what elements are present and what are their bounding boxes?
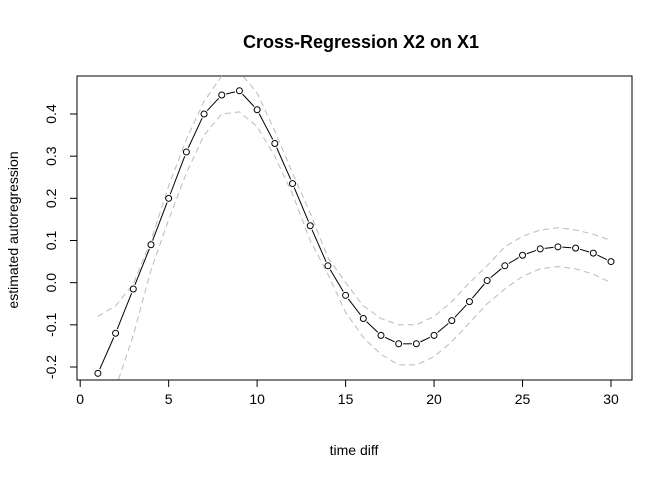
estimate-point — [289, 180, 297, 188]
estimate-segment — [366, 321, 379, 333]
y-tick-label: 0.0 — [43, 273, 59, 293]
y-axis-label: estimated autoregression — [5, 151, 21, 308]
estimate-point — [147, 241, 155, 249]
estimate-segment — [347, 298, 361, 316]
estimate-segment — [99, 337, 115, 370]
x-tick-label: 25 — [515, 391, 531, 407]
x-tick-label: 5 — [165, 391, 173, 407]
chart-title: Cross-Regression X2 on X1 — [243, 32, 479, 52]
estimate-point — [112, 329, 120, 337]
estimate-segment — [276, 147, 292, 180]
estimate-point — [253, 106, 261, 114]
estimate-segment — [152, 202, 168, 241]
estimate-point — [182, 148, 190, 156]
estimate-segment — [490, 268, 502, 279]
estimate-segment — [597, 254, 608, 261]
x-axis-label: time diff — [330, 442, 379, 458]
estimate-segment — [562, 246, 572, 249]
estimate-point — [572, 244, 580, 252]
estimate-point — [94, 369, 102, 377]
estimate-point — [519, 251, 527, 259]
x-tick-label: 10 — [249, 391, 265, 407]
estimate-point — [412, 340, 420, 348]
estimate-segment — [311, 229, 327, 262]
y-tick-label: 0.3 — [43, 146, 59, 166]
estimate-segment — [437, 323, 449, 333]
estimate-point — [342, 291, 350, 299]
estimate-point — [165, 194, 173, 202]
estimate-point — [483, 277, 491, 285]
x-axis: 0 5 10 15 20 25 30 — [76, 379, 619, 407]
estimate-segment — [526, 249, 537, 255]
estimate-segment — [134, 248, 150, 285]
estimate-segment — [544, 246, 554, 249]
estimate-point — [271, 140, 279, 148]
y-tick-label: -0.2 — [43, 355, 59, 379]
estimate-segment — [206, 97, 220, 112]
estimate-point — [501, 262, 509, 270]
estimate-segment — [116, 292, 133, 330]
estimate-line — [99, 91, 608, 370]
lower-band-line — [117, 111, 612, 380]
y-axis: -0.2 -0.1 0.0 0.1 0.2 0.3 0.4 — [43, 104, 78, 379]
estimate-point — [359, 315, 367, 323]
estimate-point — [324, 262, 332, 270]
estimate-segment — [242, 93, 255, 107]
y-tick-label: 0.2 — [43, 188, 59, 208]
estimate-segment — [258, 113, 274, 140]
estimate-point — [448, 317, 456, 325]
estimate-point — [218, 91, 226, 99]
plot-area — [94, 76, 615, 380]
estimate-point — [395, 340, 403, 348]
estimate-point — [377, 331, 385, 339]
estimate-point — [465, 298, 473, 306]
estimate-point — [129, 285, 137, 293]
estimate-point — [536, 245, 544, 253]
estimate-point — [554, 243, 562, 251]
plot-frame — [76, 75, 633, 381]
estimate-segment — [508, 257, 519, 264]
estimate-segment — [579, 248, 590, 253]
confidence-bands — [97, 76, 612, 380]
upper-band-line — [97, 76, 612, 326]
estimate-point — [589, 249, 597, 257]
estimate-segment — [471, 283, 485, 299]
y-tick-label: 0.1 — [43, 231, 59, 251]
estimate-segment — [420, 336, 431, 343]
estimate-segment — [329, 269, 344, 292]
estimate-point — [607, 258, 615, 266]
x-tick-label: 0 — [76, 391, 84, 407]
estimate-point — [306, 222, 314, 230]
estimate-point — [200, 110, 208, 118]
x-tick-label: 30 — [603, 391, 619, 407]
estimate-segment — [293, 187, 309, 222]
estimate-segment — [169, 155, 186, 195]
estimate-segment — [187, 117, 203, 149]
y-tick-label: 0.4 — [43, 104, 59, 124]
y-tick-label: -0.1 — [43, 313, 59, 337]
estimate-segment — [384, 336, 395, 343]
x-tick-label: 20 — [426, 391, 442, 407]
estimate-points — [94, 87, 615, 377]
estimate-segment — [226, 91, 236, 95]
estimate-segment — [454, 304, 467, 318]
estimate-point — [430, 331, 438, 339]
x-tick-label: 15 — [338, 391, 354, 407]
estimate-point — [235, 87, 243, 95]
